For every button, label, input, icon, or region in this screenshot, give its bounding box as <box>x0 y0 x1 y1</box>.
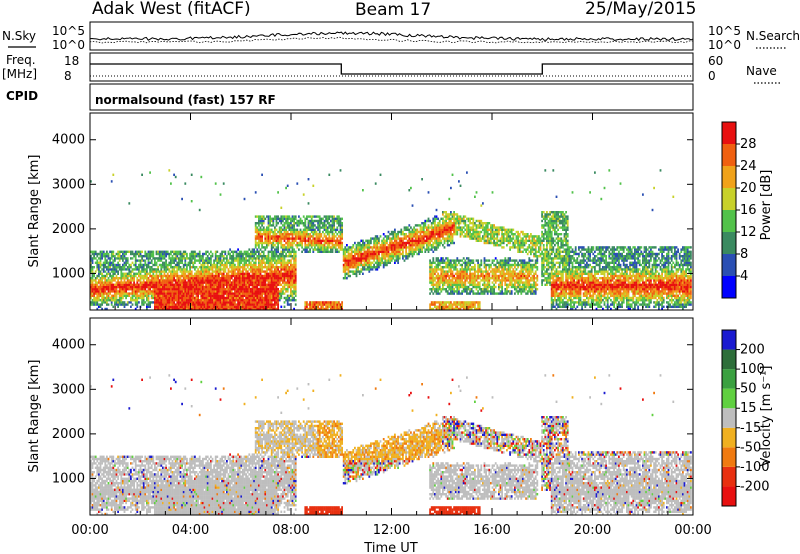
y-tick-label: 2000 <box>52 222 85 237</box>
time-tick-label: 12:00 <box>373 523 410 538</box>
colorbar-tick-label: 200 <box>740 343 765 358</box>
colorbar-swatch <box>722 122 736 144</box>
power-colorbar: 4 8 12 16 20 24 28 <box>721 121 757 299</box>
nsearch-axis-bottom: 10^0 <box>708 38 741 52</box>
velocity-y-label: Slant Range [km] <box>27 360 42 473</box>
freq-unit-label: [MHz] <box>2 67 37 81</box>
nave-label: Nave <box>746 64 777 78</box>
power-colorbar-label: Power [dB] <box>759 170 774 241</box>
nsearch-axis-top: 10^5 <box>708 24 741 38</box>
colorbar-tick-label: -15 <box>740 421 761 436</box>
colorbar-swatch <box>722 466 736 487</box>
velocity-y-ticks: 1000 2000 3000 4000 <box>52 338 693 486</box>
time-tick-label: 04:00 <box>172 523 209 538</box>
power-y-ticks: 1000 2000 3000 4000 <box>52 133 693 281</box>
colorbar-swatch <box>722 447 736 467</box>
nsearch-label: N.Search <box>746 29 800 43</box>
nave-axis-bottom: 0 <box>708 69 716 83</box>
y-tick-label: 3000 <box>52 177 85 192</box>
nsky-axis-top: 10^5 <box>52 24 85 38</box>
freq-axis-top: 18 <box>64 54 79 68</box>
colorbar-swatch <box>722 330 736 350</box>
colorbar-swatch <box>722 388 736 409</box>
nsky-label: N.Sky <box>2 29 36 43</box>
velocity-heatmap <box>90 374 692 516</box>
colorbar-tick-label: -200 <box>740 479 770 494</box>
beam-title: Beam 17 <box>355 0 431 20</box>
y-tick-label: 4000 <box>52 338 85 353</box>
colorbar-swatch <box>722 254 736 276</box>
colorbar-swatch <box>722 144 736 166</box>
y-tick-label: 1000 <box>52 266 85 281</box>
time-tick-label: 16:00 <box>473 523 510 538</box>
colorbar-tick-label: 16 <box>740 203 757 218</box>
colorbar-tick-label: -50 <box>740 440 761 455</box>
velocity-colorbar-label: Velocity [m s⁻¹] <box>759 366 774 467</box>
time-tick-label: 00:00 <box>674 523 711 538</box>
colorbar-tick-label: -100 <box>740 460 770 475</box>
freq-trace <box>90 63 693 77</box>
time-axis-label: Time UT <box>363 541 417 554</box>
freq-label: Freq. <box>6 53 36 67</box>
colorbar-tick-label: 15 <box>740 401 757 416</box>
colorbar-swatch <box>722 232 736 254</box>
colorbar-swatch <box>722 486 736 506</box>
nave-axis-top: 60 <box>708 54 723 68</box>
noise-trace <box>89 31 694 44</box>
noise-panel <box>89 21 694 51</box>
colorbar-swatch <box>722 276 736 298</box>
colorbar-tick-label: 12 <box>740 225 757 240</box>
cpid-label: CPID <box>6 89 38 103</box>
cpid-panel <box>89 83 694 111</box>
colorbar-tick-label: 4 <box>740 269 748 284</box>
freq-axis-bottom: 8 <box>64 69 72 83</box>
date-title: 25/May/2015 <box>585 0 697 19</box>
colorbar-swatch <box>722 408 736 428</box>
time-tick-label: 08:00 <box>272 523 309 538</box>
time-tick-label: 20:00 <box>574 523 611 538</box>
colorbar-swatch <box>722 369 736 389</box>
y-tick-label: 2000 <box>52 427 85 442</box>
colorbar-swatch <box>722 188 736 210</box>
velocity-colorbar: -200 -100 -50 -15 15 50 100 200 <box>721 329 770 507</box>
colorbar-tick-label: 24 <box>740 159 757 174</box>
y-tick-label: 1000 <box>52 471 85 486</box>
time-axis: 00:00 04:00 08:00 12:00 16:00 20:00 00:00 <box>71 113 712 538</box>
colorbar-tick-label: 50 <box>740 382 757 397</box>
colorbar-tick-label: 20 <box>740 181 757 196</box>
cpid-text: normalsound (fast) 157 RF <box>95 93 276 107</box>
y-tick-label: 4000 <box>52 133 85 148</box>
colorbar-tick-label: 8 <box>740 247 748 262</box>
colorbar-tick-label: 28 <box>740 137 757 152</box>
station-title: Adak West (fitACF) <box>92 0 251 19</box>
freq-panel <box>89 52 694 82</box>
time-tick-label: 00:00 <box>71 523 108 538</box>
power-y-label: Slant Range [km] <box>27 155 42 268</box>
nsky-axis-bottom: 10^0 <box>52 38 85 52</box>
colorbar-swatch <box>722 427 736 448</box>
colorbar-tick-label: 100 <box>740 362 765 377</box>
y-tick-label: 3000 <box>52 382 85 397</box>
colorbar-swatch <box>722 349 736 370</box>
colorbar-swatch <box>722 210 736 232</box>
colorbar-swatch <box>722 166 736 188</box>
power-heatmap <box>90 169 692 311</box>
